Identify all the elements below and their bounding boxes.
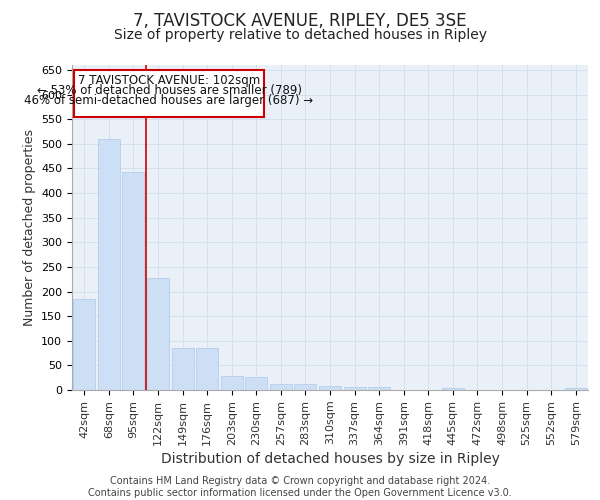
Text: ← 53% of detached houses are smaller (789): ← 53% of detached houses are smaller (78… bbox=[37, 84, 302, 96]
Bar bbox=[344, 386, 365, 390]
Bar bbox=[172, 348, 194, 390]
Bar bbox=[98, 139, 120, 390]
Bar bbox=[295, 384, 316, 390]
Bar bbox=[221, 376, 243, 390]
Bar bbox=[73, 299, 95, 390]
Bar bbox=[196, 348, 218, 390]
Y-axis label: Number of detached properties: Number of detached properties bbox=[23, 129, 35, 326]
Bar bbox=[368, 386, 390, 390]
Bar bbox=[319, 386, 341, 390]
Bar bbox=[565, 388, 587, 390]
Bar bbox=[122, 172, 145, 390]
Bar bbox=[147, 278, 169, 390]
Bar bbox=[245, 376, 268, 390]
Text: 7 TAVISTOCK AVENUE: 102sqm: 7 TAVISTOCK AVENUE: 102sqm bbox=[78, 74, 260, 87]
Text: Contains HM Land Registry data © Crown copyright and database right 2024.
Contai: Contains HM Land Registry data © Crown c… bbox=[88, 476, 512, 498]
X-axis label: Distribution of detached houses by size in Ripley: Distribution of detached houses by size … bbox=[161, 452, 499, 466]
FancyBboxPatch shape bbox=[74, 70, 263, 116]
Text: Size of property relative to detached houses in Ripley: Size of property relative to detached ho… bbox=[113, 28, 487, 42]
Text: 46% of semi-detached houses are larger (687) →: 46% of semi-detached houses are larger (… bbox=[25, 94, 314, 106]
Bar bbox=[442, 388, 464, 390]
Bar bbox=[270, 384, 292, 390]
Text: 7, TAVISTOCK AVENUE, RIPLEY, DE5 3SE: 7, TAVISTOCK AVENUE, RIPLEY, DE5 3SE bbox=[133, 12, 467, 30]
